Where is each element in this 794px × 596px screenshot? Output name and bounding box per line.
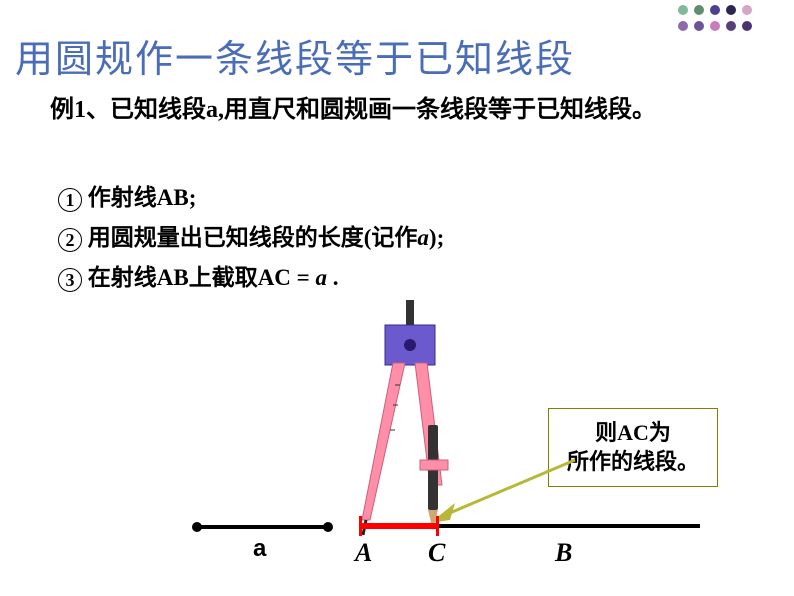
point-label-c: C	[428, 538, 445, 568]
step-2-a: a	[417, 225, 429, 250]
point-label-a: A	[355, 538, 372, 568]
ref-endpoint-left	[192, 522, 202, 532]
step-2-text-2: );	[429, 225, 444, 250]
tick-c	[436, 516, 439, 536]
dot	[710, 5, 720, 15]
callout-line1: 则AC为	[554, 419, 712, 448]
step-1-text: 作射线AB;	[88, 185, 197, 210]
dot	[710, 21, 720, 31]
step-3-text-1: 在射线AB上截取AC =	[88, 265, 316, 290]
point-label-b: B	[555, 538, 572, 568]
step-3-a: a	[316, 265, 328, 290]
step-3-text-2: .	[327, 265, 339, 290]
step-number-3: 3	[58, 268, 82, 292]
step-2-text-1: 用圆规量出已知线段的长度(记作	[88, 225, 418, 250]
dot	[678, 21, 688, 31]
dot	[726, 5, 736, 15]
step-number-2: 2	[58, 228, 82, 252]
dot	[694, 21, 704, 31]
step-2: 2 用圆规量出已知线段的长度(记作a);	[58, 218, 444, 252]
dot	[694, 5, 704, 15]
dot	[726, 21, 736, 31]
step-number-1: 1	[58, 188, 82, 212]
example-body: 已知线段a,用直尺和圆规画一条线段等于已知线段。	[110, 97, 656, 123]
segment-ac	[360, 523, 438, 529]
tick-a	[359, 516, 362, 536]
ref-endpoint-right	[323, 522, 333, 532]
page-title: 用圆规作一条线段等于已知线段	[15, 28, 575, 83]
ref-label-a: a	[253, 535, 266, 563]
decoration-dots	[678, 5, 754, 33]
step-3: 3 在射线AB上截取AC = a .	[58, 258, 339, 292]
ref-line	[195, 525, 330, 529]
dot	[742, 21, 752, 31]
construction-diagram: A C B	[360, 520, 720, 580]
step-1: 1 作射线AB;	[58, 178, 196, 212]
example-prefix: 例1、	[50, 97, 110, 123]
compass-illustration	[320, 295, 500, 535]
example-text: 例1、已知线段a,用直尺和圆规画一条线段等于已知线段。	[50, 92, 730, 128]
reference-segment: a	[195, 525, 330, 555]
dot	[678, 5, 688, 15]
dot	[742, 5, 752, 15]
